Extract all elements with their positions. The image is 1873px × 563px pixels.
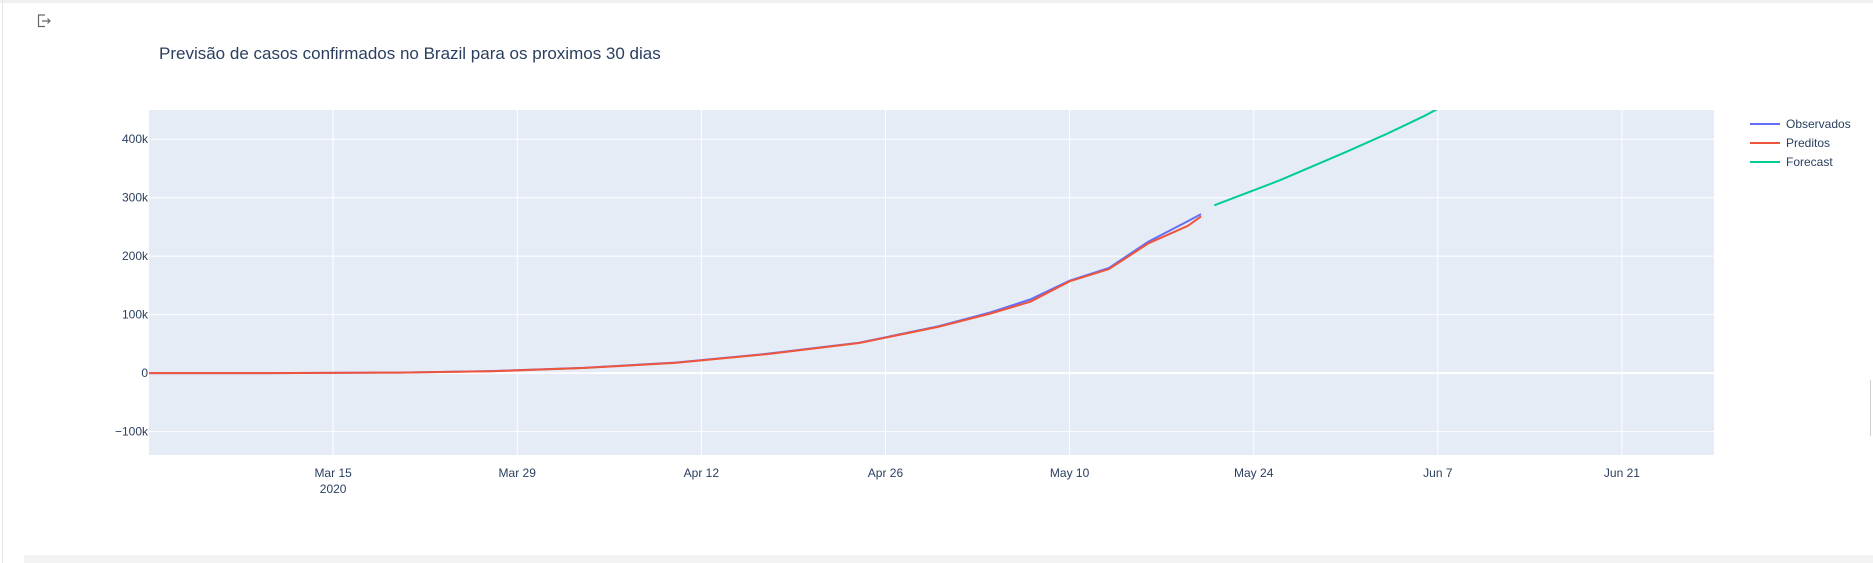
y-tick-label: 100k bbox=[122, 308, 149, 322]
series-lines bbox=[149, 110, 1438, 375]
x-tick-label: May 10 bbox=[1050, 466, 1090, 480]
chart-title: Previsão de casos confirmados no Brazil … bbox=[159, 44, 661, 63]
series-line-preditos bbox=[149, 215, 1202, 375]
x-axis-ticks: Mar 15 2020 Mar 29 Apr 12 Apr 26 May 10 May 24… bbox=[314, 466, 1640, 496]
y-axis-ticks: −100k 0 100k 200k 300k 400k bbox=[115, 132, 149, 438]
y-tick-label: 200k bbox=[122, 249, 149, 263]
y-tick-label: 0 bbox=[141, 366, 148, 380]
x-tick-label: May 24 bbox=[1234, 466, 1274, 480]
grid-lines bbox=[149, 110, 1714, 455]
legend-label-observados: Observados bbox=[1786, 117, 1851, 131]
series-line-forecast bbox=[1213, 110, 1438, 207]
x-tick-label: Apr 26 bbox=[868, 466, 904, 480]
legend-label-forecast: Forecast bbox=[1786, 155, 1833, 169]
top-border bbox=[0, 0, 1873, 3]
right-edge-handle[interactable] bbox=[1870, 380, 1873, 436]
x-tick-year-label: 2020 bbox=[320, 482, 347, 496]
x-tick-label: Mar 15 bbox=[314, 466, 352, 480]
x-tick-label: Mar 29 bbox=[499, 466, 537, 480]
legend-label-preditos: Preditos bbox=[1786, 136, 1830, 150]
plot-background bbox=[149, 110, 1714, 455]
x-tick-label: Jun 21 bbox=[1604, 466, 1640, 480]
export-icon[interactable] bbox=[36, 13, 52, 29]
y-tick-label: 300k bbox=[122, 191, 149, 205]
y-tick-label: −100k bbox=[115, 425, 149, 439]
x-tick-label: Jun 7 bbox=[1423, 466, 1453, 480]
y-tick-label: 400k bbox=[122, 132, 149, 146]
x-tick-label: Apr 12 bbox=[684, 466, 720, 480]
left-border bbox=[2, 0, 3, 563]
bottom-scroll-strip bbox=[24, 555, 1873, 563]
legend[interactable]: Observados Preditos Forecast bbox=[1750, 117, 1851, 169]
